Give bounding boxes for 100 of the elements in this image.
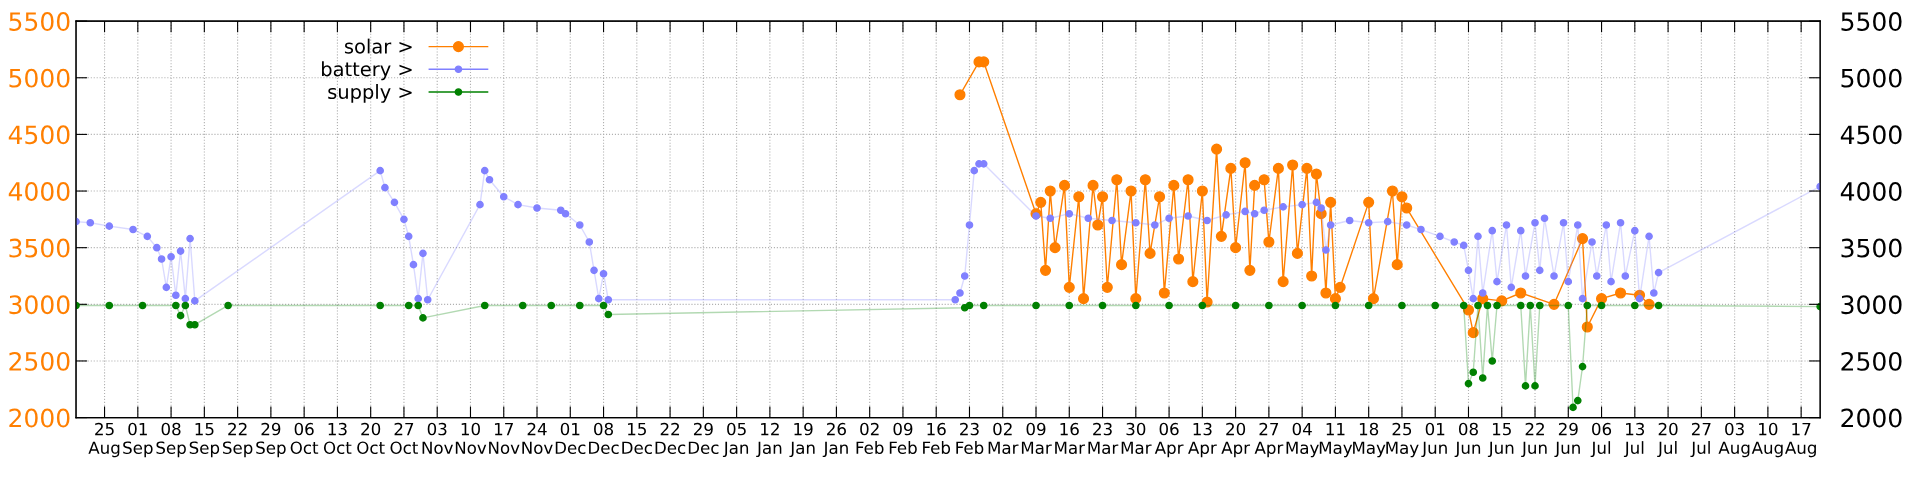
x-tick-label: 19 Jan: [789, 422, 815, 458]
point: [1493, 301, 1501, 310]
y-tick-label: 3500: [9, 238, 70, 258]
x-tick-label: 13 Jul: [1623, 422, 1645, 458]
point: [1364, 301, 1373, 310]
point: [191, 320, 199, 329]
x-tick-label: 20 Apr: [1221, 422, 1251, 458]
point: [604, 310, 613, 319]
y2-tick-label: 5500: [1841, 12, 1902, 31]
point: [1032, 301, 1040, 310]
legend-label: solar >: [344, 38, 412, 54]
x-tick-label: 20 Jul: [1657, 422, 1678, 458]
point: [1431, 301, 1440, 310]
point: [1459, 301, 1468, 310]
x-tick-label: 25 Aug: [88, 422, 120, 458]
x-tick-label: 24 Nov: [522, 422, 553, 455]
point: [176, 311, 185, 320]
point: [547, 301, 556, 310]
legend-label: battery >: [322, 61, 412, 81]
point: [1474, 301, 1482, 310]
x-tick-label: 15 Sep: [189, 422, 220, 458]
x-tick-label: 09 Feb: [889, 422, 917, 455]
x-tick-label: 29 Jun: [1554, 422, 1580, 458]
x-tick-label: 22 Sep: [223, 422, 253, 458]
point: [419, 314, 427, 322]
x-tick-label: 03 Aug: [1718, 422, 1750, 458]
point: [1165, 301, 1173, 310]
point: [1573, 396, 1582, 405]
x-tick-label: 04 May: [1286, 422, 1319, 458]
point: [1531, 382, 1539, 390]
x-tick-label: 05 Jan: [722, 422, 749, 458]
x-tick-label: 13 Apr: [1188, 422, 1217, 458]
y2-tick-label: 2000: [1841, 408, 1902, 428]
x-tick-label: 09 Mar: [1021, 422, 1052, 455]
x-tick-label: 16 Mar: [1055, 422, 1085, 455]
y-tick-label: 2500: [9, 351, 70, 371]
x-tick-label: 25 May: [1386, 422, 1419, 458]
x-tick-label: 06 Apr: [1154, 422, 1184, 458]
x-tick-label: 06 Oct: [290, 422, 319, 455]
x-tick-label: 29 Sep: [256, 422, 286, 458]
point: [1331, 301, 1340, 310]
x-tick-label: 16 Feb: [923, 422, 951, 455]
point: [979, 301, 988, 310]
x-tick-label: 13 Oct: [323, 422, 352, 455]
point: [1198, 301, 1207, 310]
y-tick-label: 5500: [9, 12, 70, 31]
point: [575, 301, 584, 310]
y-tick-label: 4000: [8, 181, 70, 201]
y-tick-label: 2000: [9, 408, 70, 428]
x-tick-label: 22 Dec: [655, 422, 686, 455]
point: [1398, 301, 1406, 310]
x-tick-label: 06 Jul: [1590, 422, 1612, 458]
x-tick-label: 15 Jun: [1487, 422, 1514, 458]
x-tick-label: 15 Dec: [622, 422, 652, 455]
x-tick-label: 30 Mar: [1121, 422, 1152, 455]
x-tick-label: 17 Aug: [1785, 422, 1816, 458]
point: [1483, 301, 1492, 310]
x-tick-label: 23 Feb: [956, 422, 984, 455]
point: [1654, 301, 1663, 310]
point: [172, 301, 180, 310]
point: [1564, 301, 1573, 310]
point: [1065, 301, 1074, 310]
x-tick-label: 17 Nov: [489, 422, 520, 455]
x-tick-label: 01 Sep: [123, 422, 153, 458]
y-tick-label: 3000: [9, 295, 70, 315]
y2-tick-label: 3000: [1841, 295, 1902, 315]
x-tick-label: 27 Apr: [1254, 422, 1284, 458]
point: [1469, 368, 1478, 377]
y2-tick-label: 5000: [1841, 68, 1902, 88]
point: [1265, 301, 1273, 310]
point: [376, 301, 385, 310]
point: [224, 301, 232, 310]
x-tick-label: 10 Aug: [1751, 422, 1783, 458]
y-tick-label: 5000: [9, 68, 70, 88]
point: [1131, 301, 1140, 310]
y2-tick-label: 3500: [1841, 238, 1902, 258]
point: [1098, 301, 1107, 310]
point: [1526, 301, 1535, 310]
x-tick-label: 22 Jun: [1521, 422, 1547, 458]
point: [1231, 301, 1240, 310]
x-tick-label: 08 Jun: [1454, 422, 1481, 458]
point: [1578, 362, 1587, 371]
point: [480, 301, 489, 310]
y2-tick-label: 4500: [1840, 125, 1902, 145]
point: [518, 301, 527, 310]
x-tick-label: 02 Feb: [856, 422, 884, 455]
point: [1569, 403, 1577, 412]
x-tick-label: 08 Dec: [589, 422, 619, 455]
y-tick-label: 4500: [8, 125, 70, 145]
point: [965, 301, 974, 310]
y2-tick-label: 4000: [1840, 181, 1902, 201]
x-tick-label: 27 Oct: [390, 422, 418, 455]
point: [414, 301, 423, 310]
point: [1516, 301, 1525, 310]
point: [1597, 301, 1606, 310]
point: [1488, 357, 1497, 365]
point: [181, 301, 190, 310]
point: [404, 301, 413, 310]
point: [1630, 301, 1639, 310]
point: [1298, 301, 1306, 310]
